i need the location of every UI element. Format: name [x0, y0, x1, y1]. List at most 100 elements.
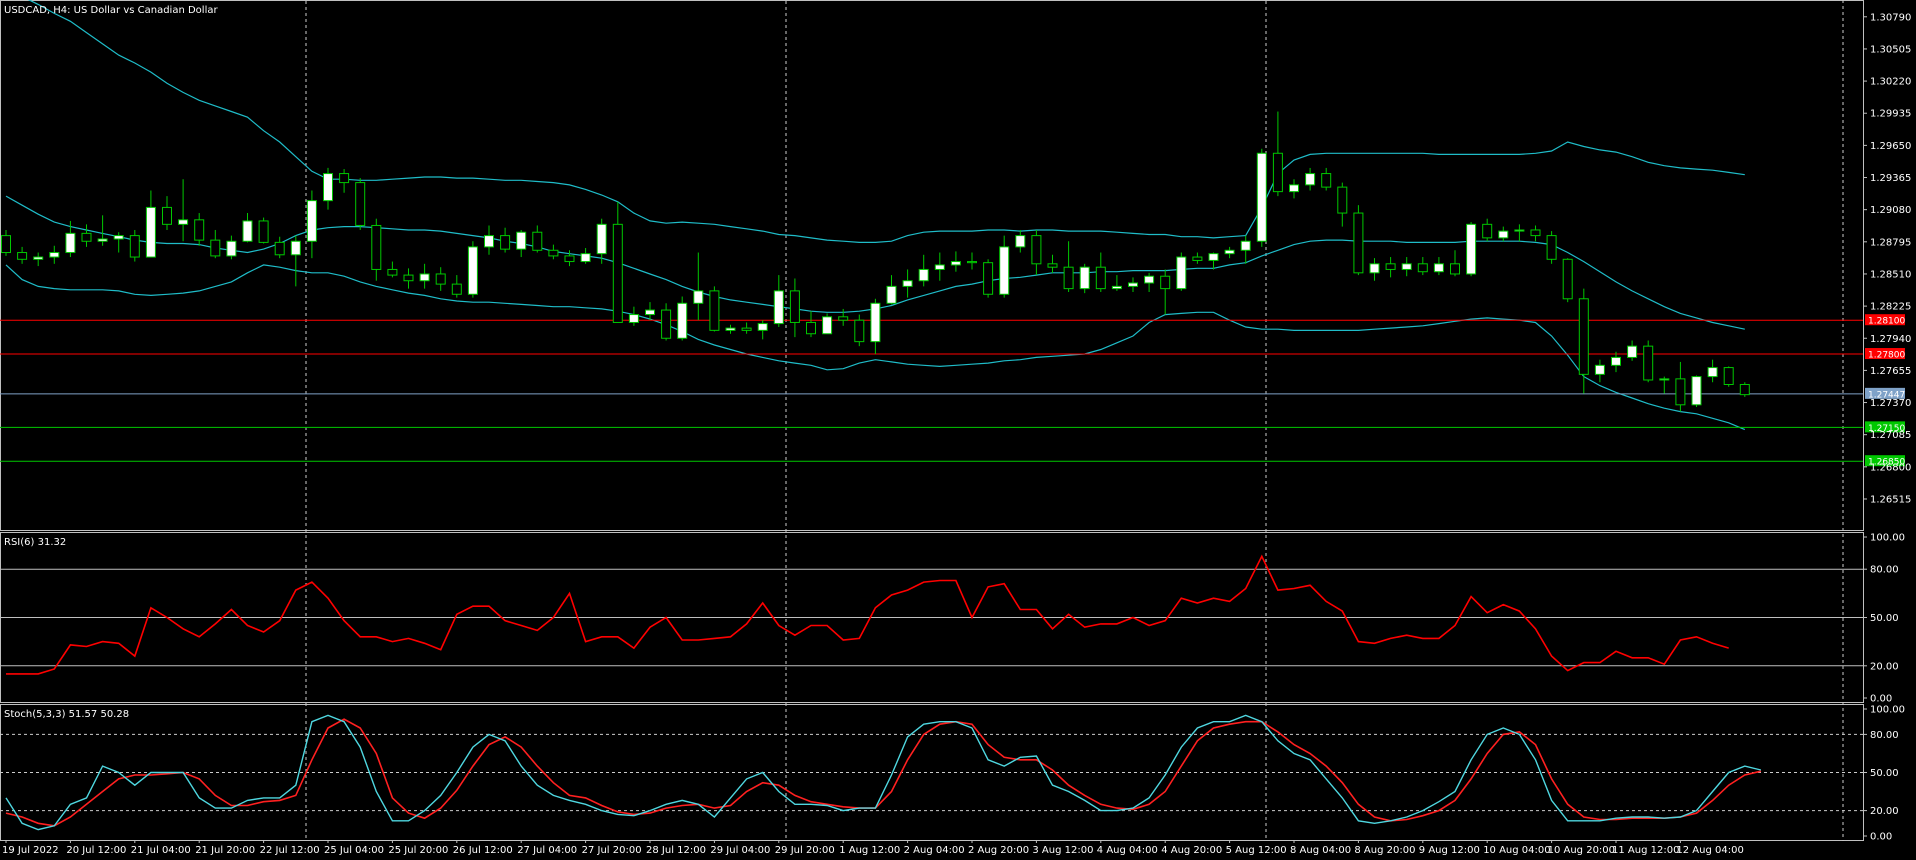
candle-body	[741, 327, 752, 331]
candle-body	[789, 290, 800, 323]
time-axis-label: 2 Aug 04:00	[904, 845, 965, 856]
x-axis-layer: 19 Jul 2022 20 Jul 12:00 21 Jul 04:00 21 Ju…	[2, 840, 1744, 856]
candle-body	[1739, 383, 1750, 396]
candle-body	[339, 173, 350, 184]
price-axis-label: 1.29650	[1870, 141, 1911, 152]
candle-body	[1385, 263, 1396, 270]
candle-body	[580, 253, 591, 263]
candle-body	[1272, 152, 1283, 193]
grid-layer	[305, 1, 1267, 840]
time-axis-label: 20 Jul 12:00	[66, 845, 126, 856]
candle-body	[1353, 212, 1364, 274]
time-axis-label: 25 Jul 04:00	[324, 845, 384, 856]
rsi-axis-label: 100.00	[1870, 533, 1905, 544]
candle-body	[1321, 173, 1332, 188]
candle-body	[725, 327, 736, 331]
candle-body	[677, 302, 688, 339]
price-level-label: 1.27447	[1868, 390, 1905, 400]
candle-body	[1369, 263, 1380, 274]
candle-body	[516, 231, 527, 250]
stoch-main-line	[5, 714, 1762, 831]
candle-body	[1240, 240, 1251, 251]
candle-body	[1433, 263, 1444, 273]
rsi-title: RSI(6) 31.32	[4, 537, 66, 548]
candle-body	[65, 232, 76, 254]
candle-body	[1611, 356, 1621, 366]
candle-body	[1063, 266, 1074, 290]
candle-body	[274, 241, 285, 256]
candle-body	[419, 273, 430, 282]
candle-body	[403, 274, 414, 282]
candle-body	[870, 302, 881, 343]
candle-body	[1176, 256, 1187, 290]
candle-body	[355, 182, 366, 226]
time-axis-label: 27 Jul 04:00	[517, 845, 577, 856]
candle-body	[1128, 282, 1138, 287]
bollinger-layer	[5, 0, 1746, 431]
price-level-tag	[1865, 387, 1905, 399]
price-axis-label: 1.28510	[1870, 269, 1911, 280]
candle-body	[387, 268, 398, 276]
candle-body	[854, 319, 865, 343]
time-axis-label: 29 Jul 20:00	[775, 845, 835, 856]
candle-body	[49, 252, 60, 258]
candle-body	[757, 323, 768, 331]
candle-body	[950, 261, 961, 266]
candle-body	[709, 290, 720, 331]
candle-body	[17, 252, 28, 260]
stoch-axis-label: 20.00	[1870, 806, 1899, 817]
candle-body	[484, 235, 494, 248]
candle-body	[1498, 230, 1509, 239]
price-level-tag	[1865, 314, 1905, 326]
stoch-layer	[0, 714, 1863, 831]
candle-body	[1466, 223, 1477, 275]
price-axis-label: 1.27370	[1870, 398, 1911, 409]
time-axis-label: 29 Jul 04:00	[710, 845, 770, 856]
rsi-axis-label: 50.00	[1870, 613, 1899, 624]
candle-body	[596, 223, 607, 255]
time-axis-label: 5 Aug 12:00	[1226, 845, 1287, 856]
time-axis-label: 11 Aug 12:00	[1612, 845, 1679, 856]
y-axis-layer: 1.30790 1.30505 1.30220 1.29935 1.29650 1.293…	[1863, 12, 1911, 843]
candle-body	[1111, 285, 1122, 290]
candle-body	[1643, 345, 1654, 381]
time-axis-label: 2 Aug 20:00	[968, 845, 1029, 856]
levels-layer: 1.28100 1.27800 1.27447 1.27150 1.26850	[0, 314, 1905, 468]
candle-body	[838, 316, 849, 321]
rsi-axis-label: 80.00	[1870, 565, 1899, 576]
price-level-tag	[1865, 421, 1905, 433]
candle-body	[435, 273, 446, 285]
time-axis-label: 4 Aug 04:00	[1097, 845, 1158, 856]
rsi-layer	[0, 554, 1863, 675]
candle-body	[548, 249, 559, 257]
candle-body	[290, 240, 301, 256]
price-axis-label: 1.30220	[1870, 77, 1911, 88]
candle-body	[1675, 378, 1686, 406]
candle-body	[1160, 275, 1171, 290]
candle-body	[467, 246, 478, 295]
price-axis-label: 1.28225	[1870, 302, 1911, 313]
main-panel-frame	[0, 0, 1864, 531]
time-axis-label: 8 Aug 04:00	[1290, 845, 1351, 856]
price-axis-label: 1.30790	[1870, 12, 1911, 23]
main-chart-title: USDCAD, H4: US Dollar vs Canadian Dollar	[4, 5, 218, 16]
stoch-axis-label: 80.00	[1870, 730, 1899, 741]
candle-body	[113, 235, 124, 240]
candle-body	[806, 321, 816, 335]
time-axis-label: 3 Aug 12:00	[1032, 845, 1093, 856]
candle-body	[645, 309, 655, 316]
time-axis-label: 8 Aug 20:00	[1354, 845, 1415, 856]
stoch-title: Stoch(5,3,3) 51.57 50.28	[4, 709, 129, 720]
time-axis-label: 27 Jul 20:00	[582, 845, 642, 856]
candle-body	[564, 255, 575, 263]
candle-body	[81, 232, 92, 242]
candle-body	[1594, 364, 1605, 375]
price-axis-label: 1.29080	[1870, 205, 1911, 216]
candle-body	[1192, 256, 1203, 261]
candle-body	[1256, 152, 1267, 242]
price-axis-label: 1.27940	[1870, 334, 1911, 345]
candle-body	[1562, 258, 1573, 300]
time-axis-label: 10 Aug 20:00	[1548, 845, 1615, 856]
candle-body	[500, 235, 511, 250]
stoch-axis-label: 100.00	[1870, 705, 1905, 716]
